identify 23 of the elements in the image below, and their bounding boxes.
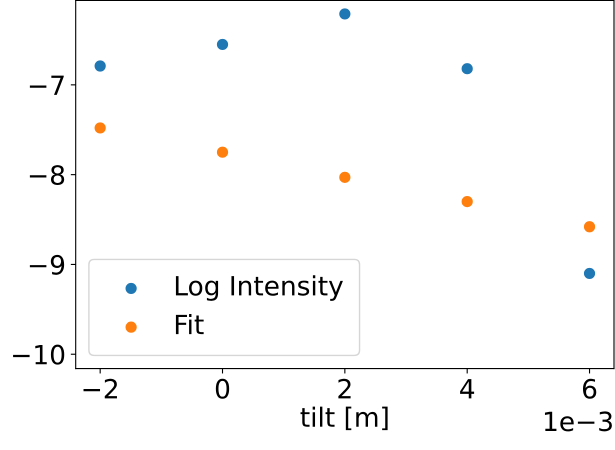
legend-label: Log Intensity: [176, 275, 343, 301]
x-tick-label: 2: [338, 378, 351, 398]
point: [94, 122, 106, 134]
x-tick-label: −2: [84, 378, 117, 398]
point: [216, 38, 228, 50]
y-tick-label: −8: [30, 165, 64, 186]
point: [216, 146, 228, 158]
x-tick-label: 6: [582, 378, 596, 399]
point: [339, 172, 350, 183]
y-tick-label: −9: [30, 254, 64, 275]
point: [584, 268, 596, 280]
x-axis-title: tilt [m]: [300, 406, 388, 430]
point: [462, 63, 473, 74]
point: [462, 196, 473, 208]
point: [339, 8, 350, 20]
point: [94, 60, 106, 72]
y-tick-label: −10: [13, 344, 64, 365]
point: [584, 221, 596, 232]
x-tick-label: 0: [216, 378, 230, 399]
x-tick-label: 4: [460, 379, 474, 398]
y-tick-label: −7: [30, 76, 64, 95]
text: 1e−3: [544, 411, 612, 432]
legend-label: Fit: [176, 314, 204, 334]
